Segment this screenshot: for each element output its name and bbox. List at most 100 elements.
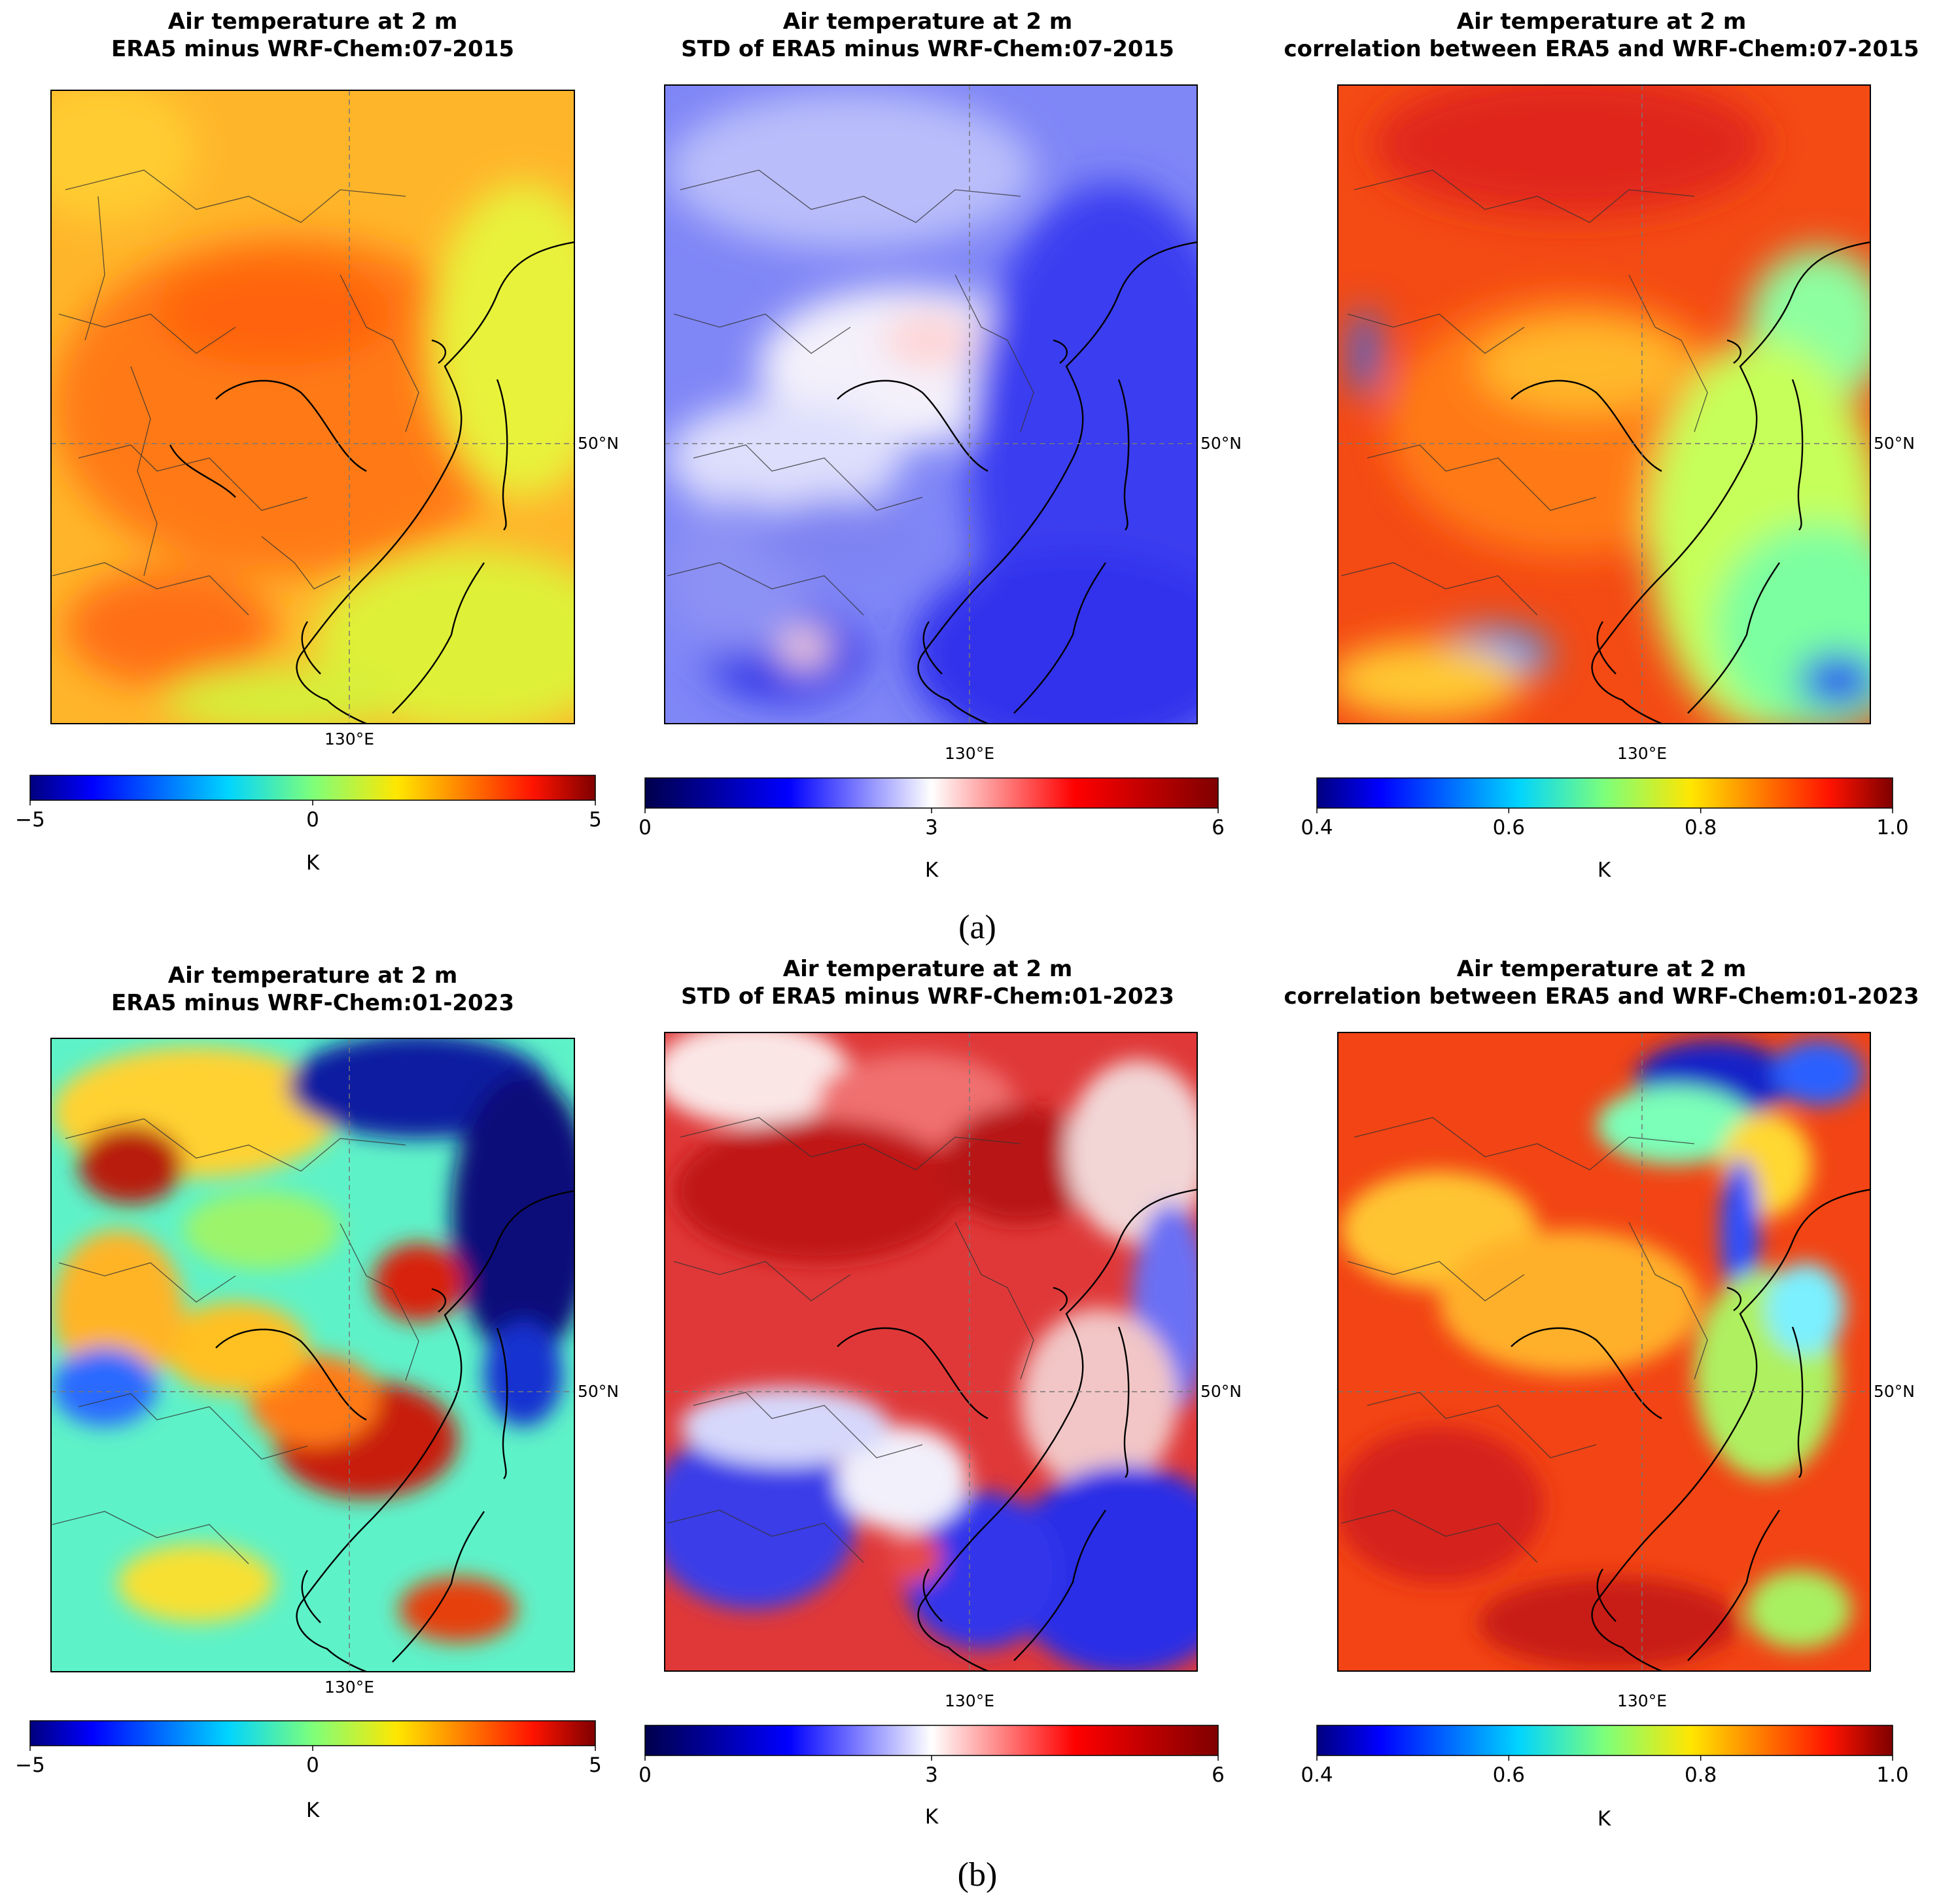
colorbar-tick-label: 0	[306, 1754, 319, 1777]
colorbar-tick-label: 6	[1212, 816, 1225, 839]
gridlines-b-bias	[51, 1038, 574, 1672]
colorbar-label-b-bias: K	[306, 1799, 320, 1822]
title-line1-a-corr: Air temperature at 2 m	[1457, 9, 1747, 35]
title-line2-b-bias: ERA5 minus WRF-Chem:01-2023	[111, 990, 514, 1016]
caption-b: (b)	[958, 1856, 998, 1894]
panel-b-corr: Air temperature at 2 m correlation betwe…	[1284, 956, 1919, 1831]
colorbar-tick-label: 0.6	[1493, 816, 1525, 839]
map-frame-a-bias	[50, 90, 575, 724]
colorbar-a-std	[644, 777, 1219, 809]
coastlines-a-bias	[169, 241, 574, 724]
title-line2-b-corr: correlation between ERA5 and WRF-Chem:01…	[1284, 983, 1919, 1010]
colorbar-ticks-b-corr: 0.4 0.6 0.8 1.0	[1301, 1755, 1909, 1787]
lon-label-a-corr: 130°E	[1617, 744, 1667, 763]
colorbar-tick-label: 0.6	[1493, 1763, 1525, 1787]
title-line1-a-bias: Air temperature at 2 m	[168, 9, 458, 35]
colorbar-label-b-corr: K	[1598, 1807, 1611, 1831]
panel-a-bias: Air temperature at 2 m ERA5 minus WRF-Ch…	[15, 9, 619, 875]
colorbar-tick-label: 0.4	[1301, 816, 1333, 839]
colorbar-label-a-std: K	[925, 858, 939, 882]
panel-a-std: Air temperature at 2 m STD of ERA5 minus…	[638, 9, 1242, 882]
colorbar-tick-label: 0.8	[1685, 1763, 1717, 1787]
title-line2-a-bias: ERA5 minus WRF-Chem:07-2015	[111, 36, 514, 62]
lon-label-b-corr: 130°E	[1617, 1691, 1667, 1710]
colorbar-tick-label: 0	[638, 1763, 652, 1787]
map-frame-b-corr	[1337, 1032, 1871, 1672]
borders-b-corr	[1340, 1117, 1708, 1563]
colorbar-label-a-bias: K	[306, 851, 320, 875]
gridlines-b-corr	[1338, 1032, 1870, 1671]
lon-label-b-std: 130°E	[945, 1691, 994, 1710]
title-line1-b-bias: Air temperature at 2 m	[168, 962, 458, 989]
gridlines-a-corr	[1338, 85, 1870, 724]
gridlines-b-std	[665, 1032, 1197, 1671]
colorbar-label-a-corr: K	[1598, 858, 1611, 882]
lat-label-a-std: 50°N	[1200, 434, 1242, 453]
colorbar-tick-label: 5	[589, 1754, 602, 1777]
lat-label-b-bias: 50°N	[578, 1382, 619, 1401]
colorbar-tick-label: 0.4	[1301, 1763, 1333, 1787]
map-frame-a-corr	[1337, 84, 1871, 724]
colorbar-tick-label: 3	[925, 816, 938, 839]
colorbar-tick-label: 1.0	[1876, 1763, 1908, 1787]
borders-b-std	[667, 1117, 1034, 1563]
colorbar-tick-label: −5	[15, 1754, 45, 1777]
title-line1-b-std: Air temperature at 2 m	[783, 956, 1073, 982]
map-frame-b-bias	[50, 1038, 575, 1672]
colorbar-tick-label: 3	[925, 1763, 938, 1787]
colorbar-tick-label: 0	[638, 816, 652, 839]
caption-a: (a)	[958, 909, 996, 946]
lat-label-b-std: 50°N	[1200, 1382, 1242, 1401]
panel-a-corr: Air temperature at 2 m correlation betwe…	[1284, 9, 1919, 882]
coastlines-b-corr	[1511, 1188, 1870, 1671]
panel-b-std: Air temperature at 2 m STD of ERA5 minus…	[638, 956, 1242, 1829]
borders-a-bias	[52, 169, 419, 616]
map-field-a-bias	[51, 90, 574, 724]
coastlines-a-corr	[1511, 241, 1870, 724]
colorbar-b-std	[644, 1725, 1219, 1756]
map-field-a-corr	[1338, 85, 1870, 724]
colorbar-tick-label: 0.8	[1685, 816, 1717, 839]
borders-a-std	[667, 169, 1034, 616]
coastlines-a-std	[837, 241, 1197, 724]
colorbar-b-corr	[1316, 1725, 1893, 1756]
colorbar-a-corr	[1316, 777, 1893, 809]
panel-b-bias: Air temperature at 2 m ERA5 minus WRF-Ch…	[15, 962, 619, 1822]
lat-label-b-corr: 50°N	[1874, 1382, 1915, 1401]
colorbar-tick-label: 5	[589, 808, 602, 832]
colorbar-tick-label: 6	[1212, 1763, 1225, 1787]
lat-label-a-corr: 50°N	[1874, 434, 1915, 453]
borders-b-bias	[52, 1118, 419, 1564]
colorbar-tick-label: −5	[15, 808, 45, 832]
title-line1-b-corr: Air temperature at 2 m	[1457, 956, 1747, 982]
map-field-b-corr	[1338, 1032, 1870, 1671]
lat-label-a-bias: 50°N	[578, 434, 619, 453]
colorbar-tick-label: 1.0	[1876, 816, 1908, 839]
title-line2-a-std: STD of ERA5 minus WRF-Chem:07-2015	[681, 36, 1174, 62]
lon-label-a-bias: 130°E	[324, 730, 374, 749]
borders-a-corr	[1340, 169, 1708, 616]
gridlines-a-std	[665, 85, 1197, 724]
colorbar-label-b-std: K	[925, 1805, 939, 1829]
colorbar-ticks-a-corr: 0.4 0.6 0.8 1.0	[1301, 808, 1909, 839]
coastlines-b-bias	[215, 1190, 574, 1672]
map-field-a-std	[665, 85, 1197, 724]
title-line2-b-std: STD of ERA5 minus WRF-Chem:01-2023	[681, 983, 1174, 1010]
lon-label-a-std: 130°E	[945, 744, 994, 763]
colorbar-ticks-b-bias: −5 0 5	[15, 1746, 602, 1777]
lon-label-b-bias: 130°E	[324, 1678, 374, 1697]
colorbar-ticks-b-std: 0 3 6	[638, 1755, 1225, 1787]
map-frame-a-std	[664, 84, 1198, 724]
map-frame-b-std	[664, 1032, 1198, 1672]
gridlines-a-bias	[51, 90, 574, 724]
colorbar-ticks-a-std: 0 3 6	[638, 808, 1225, 839]
title-line2-a-corr: correlation between ERA5 and WRF-Chem:07…	[1284, 36, 1919, 62]
colorbar-tick-label: 0	[306, 808, 319, 832]
colorbar-a-bias	[29, 775, 596, 801]
map-field-b-std	[665, 1032, 1197, 1671]
colorbar-b-bias	[29, 1720, 596, 1746]
title-line1-a-std: Air temperature at 2 m	[783, 9, 1073, 35]
map-field-b-bias	[51, 1038, 574, 1672]
colorbar-ticks-a-bias: −5 0 5	[15, 800, 602, 832]
